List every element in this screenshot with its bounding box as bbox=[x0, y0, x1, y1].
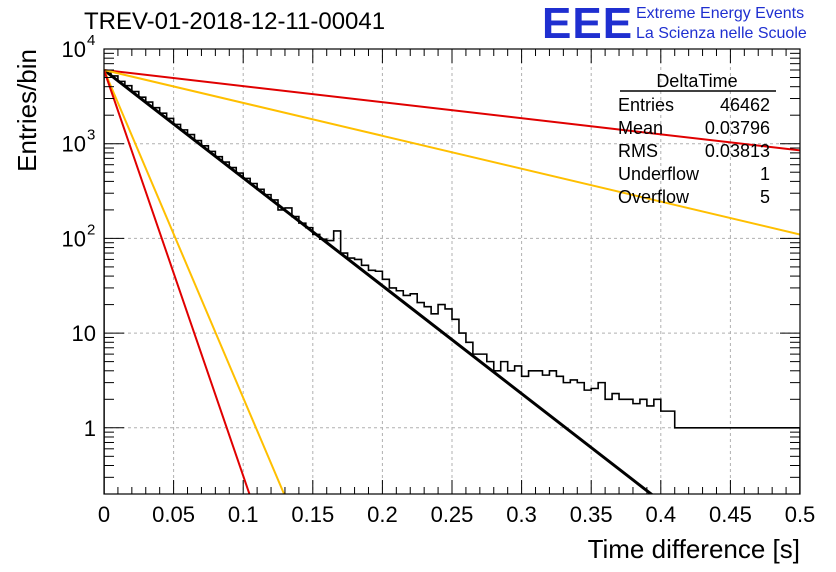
x-tick-label: 0.3 bbox=[506, 502, 537, 527]
y-axis-title: Entries/bin bbox=[12, 49, 42, 172]
stats-box-title: DeltaTime bbox=[656, 71, 737, 91]
x-ticks bbox=[103, 49, 801, 494]
logo-line-2: La Scienza nelle Scuole bbox=[636, 25, 807, 42]
stats-row-label: Entries bbox=[618, 95, 674, 115]
x-tick-label: 0.2 bbox=[367, 502, 398, 527]
x-tick-label: 0.45 bbox=[709, 502, 752, 527]
stats-row-value: 46462 bbox=[720, 95, 770, 115]
x-tick-label: 0.1 bbox=[228, 502, 259, 527]
y-tick-label: 1 bbox=[84, 416, 96, 441]
fit-line-1 bbox=[104, 68, 654, 494]
fit-line-5 bbox=[104, 69, 251, 494]
stats-row-value: 0.03796 bbox=[705, 118, 770, 138]
y-tick-exponent: 4 bbox=[87, 32, 95, 49]
logo-line-1: Extreme Energy Events bbox=[636, 5, 805, 22]
x-tick-label: 0.35 bbox=[570, 502, 613, 527]
fit-line-4 bbox=[104, 69, 286, 494]
x-tick-label: 0 bbox=[98, 502, 110, 527]
stats-row-label: Mean bbox=[618, 118, 663, 138]
x-tick-label: 0.4 bbox=[646, 502, 677, 527]
stats-row-value: 1 bbox=[760, 164, 770, 184]
eee-logo-mark: EEE bbox=[542, 0, 634, 48]
x-tick-label: 0.15 bbox=[291, 502, 334, 527]
y-tick-exponent: 3 bbox=[87, 127, 95, 144]
stats-row-value: 5 bbox=[760, 187, 770, 207]
y-tick-label: 10 bbox=[72, 321, 96, 346]
plot-area bbox=[104, 68, 800, 494]
fit-line-2 bbox=[104, 69, 800, 152]
y-tick-exponent: 2 bbox=[87, 221, 95, 238]
x-tick-label: 0.5 bbox=[785, 502, 816, 527]
stats-row-label: Overflow bbox=[618, 187, 690, 207]
y-tick-label: 10 bbox=[62, 132, 86, 157]
y-tick-label: 10 bbox=[62, 226, 86, 251]
x-tick-label: 0.25 bbox=[431, 502, 474, 527]
histogram-deltatime bbox=[104, 69, 800, 494]
fit-line-3 bbox=[104, 69, 800, 236]
stats-row-label: Underflow bbox=[618, 164, 700, 184]
stats-row-value: 0.03813 bbox=[705, 141, 770, 161]
x-axis-title: Time difference [s] bbox=[588, 534, 800, 564]
stats-box: DeltaTime Entries 46462 Mean 0.03796 RMS 0.038… bbox=[618, 71, 776, 207]
y-tick-label: 10 bbox=[62, 37, 86, 62]
x-tick-label: 0.05 bbox=[152, 502, 195, 527]
y-ticks bbox=[104, 48, 800, 495]
run-title: TREV-01-2018-12-11-00041 bbox=[84, 8, 386, 35]
stats-row-label: RMS bbox=[618, 141, 658, 161]
